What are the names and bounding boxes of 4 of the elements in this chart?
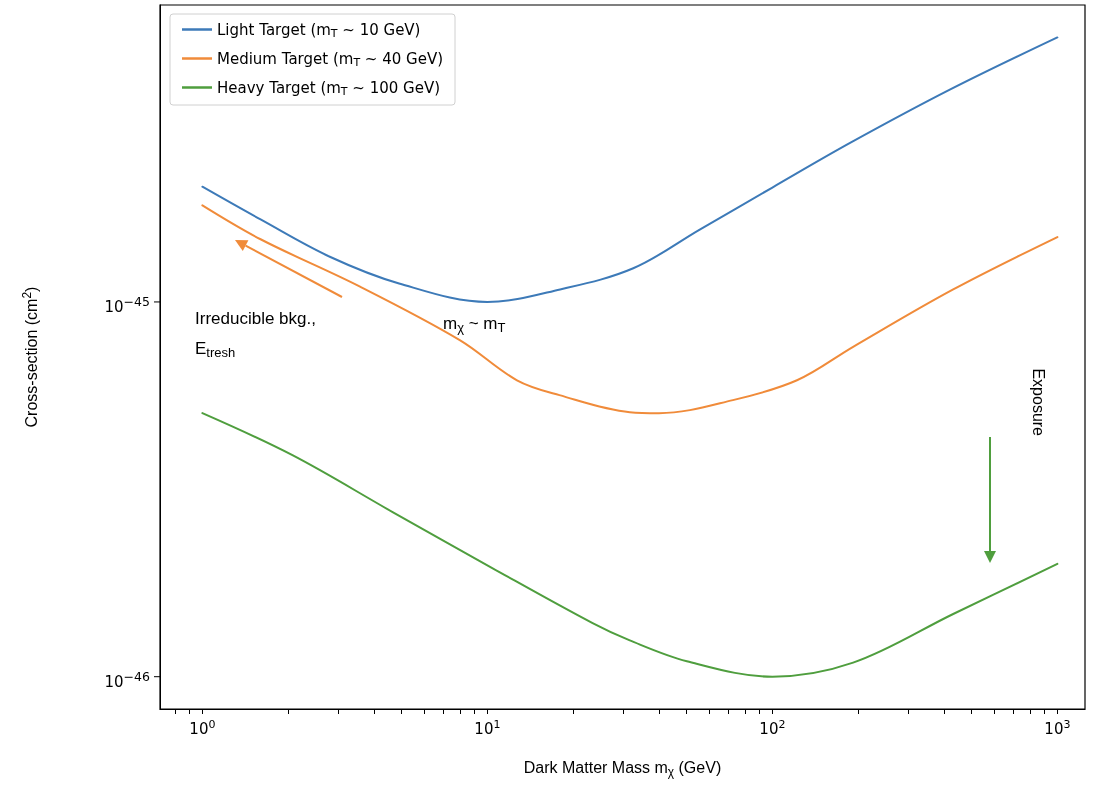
y-axis-title: Cross-section (cm2) bbox=[20, 286, 40, 428]
annotation: Exposure bbox=[1029, 368, 1047, 437]
y-tick-label: 10$^{−46}$ bbox=[104, 667, 150, 691]
y-tick-label: 10$^{−45}$ bbox=[104, 292, 150, 316]
